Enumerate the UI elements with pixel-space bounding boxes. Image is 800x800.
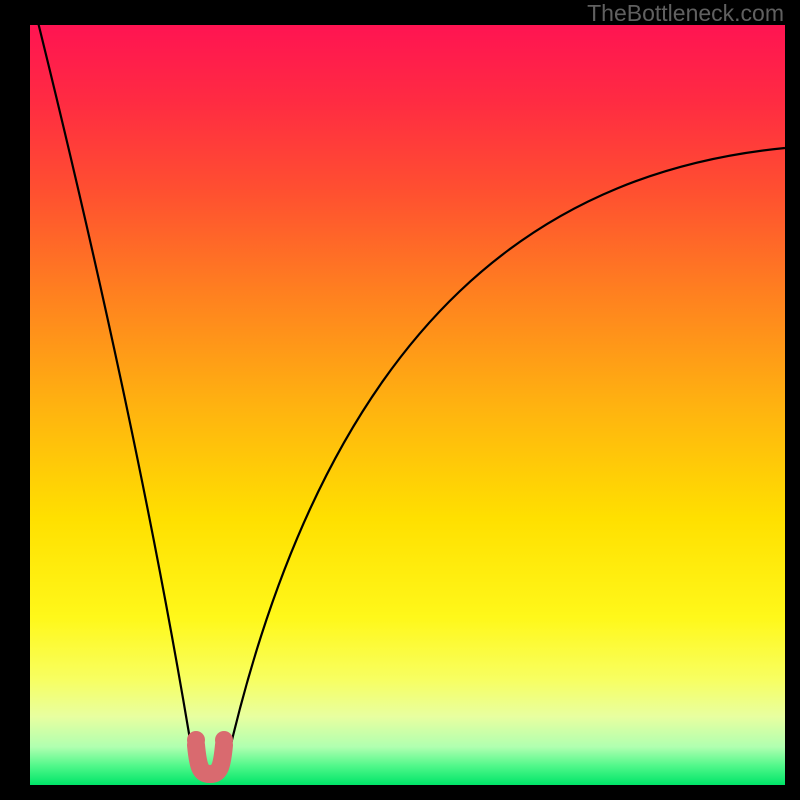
bottleneck-curve-layer [0,0,800,800]
curve-right-branch [225,148,785,770]
optimal-marker-u [196,745,224,774]
optimal-marker-dot-left [187,731,205,749]
watermark-text: TheBottleneck.com [587,0,784,27]
curve-left-branch [30,0,195,770]
optimal-marker-dot-right [215,731,233,749]
